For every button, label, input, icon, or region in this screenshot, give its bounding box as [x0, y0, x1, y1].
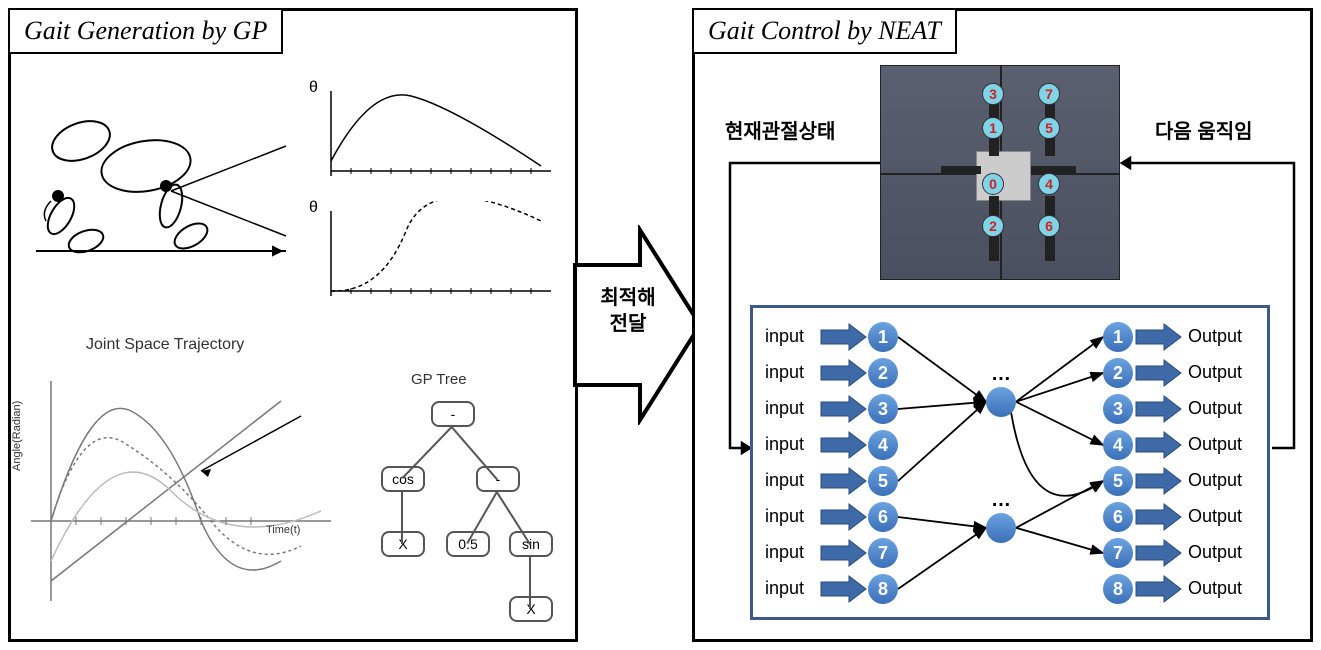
nn-output-node: 8 — [1103, 574, 1133, 604]
robot-joint: 5 — [1038, 117, 1060, 139]
nn-output-node: 2 — [1103, 358, 1133, 388]
feedback-right-label: 다음 움직임 — [1155, 115, 1253, 144]
output-label: Output — [1188, 470, 1242, 491]
dog-sketch — [26, 86, 296, 276]
robot-image: 3 1 0 2 7 5 4 6 — [880, 65, 1120, 280]
nn-dots: … — [991, 363, 1011, 386]
robot-joint: 0 — [982, 173, 1004, 195]
nn-input-node: 5 — [868, 466, 898, 496]
output-label: Output — [1188, 326, 1242, 347]
input-label: input — [765, 362, 804, 383]
output-label: Output — [1188, 434, 1242, 455]
input-label: input — [765, 542, 804, 563]
output-label: Output — [1188, 506, 1242, 527]
nn-output-node: 1 — [1103, 322, 1133, 352]
nn-output-node: 6 — [1103, 502, 1133, 532]
input-label: input — [765, 506, 804, 527]
nn-input-node: 2 — [868, 358, 898, 388]
robot-joint: 1 — [982, 117, 1004, 139]
center-arrow-label: 최적해 전달 — [588, 285, 668, 337]
nn-input-node: 6 — [868, 502, 898, 532]
gp-node: - — [431, 401, 475, 427]
input-label: input — [765, 398, 804, 419]
theta-plot-2 — [311, 201, 561, 311]
input-label: input — [765, 326, 804, 347]
feedback-left-label: 현재관절상태 — [725, 115, 835, 144]
robot-joint: 3 — [982, 83, 1004, 105]
input-label: input — [765, 434, 804, 455]
output-label: Output — [1188, 542, 1242, 563]
nn-dots: … — [991, 489, 1011, 512]
robot-joint: 7 — [1038, 83, 1060, 105]
axis-y: Angle(Radian) — [11, 371, 23, 471]
nn-output-node: 3 — [1103, 394, 1133, 424]
axis-x: Time(t) — [266, 524, 300, 536]
nn-input-node: 1 — [868, 322, 898, 352]
input-label: input — [765, 578, 804, 599]
nn-output-node: 4 — [1103, 430, 1133, 460]
gp-node: - — [476, 466, 520, 492]
nn-hidden-node — [986, 387, 1016, 417]
nn-output-node: 5 — [1103, 466, 1133, 496]
trajectory-plot — [21, 361, 351, 631]
arrow-label-1: 최적해 — [600, 287, 655, 309]
gp-node: sin — [509, 531, 553, 557]
nn-input-node: 8 — [868, 574, 898, 604]
robot-joint: 2 — [982, 215, 1004, 237]
input-label: input — [765, 470, 804, 491]
gp-node: X — [381, 531, 425, 557]
robot-joint: 4 — [1038, 173, 1060, 195]
gp-tree-label: GP Tree — [411, 371, 467, 388]
nn-output-node: 7 — [1103, 538, 1133, 568]
right-title: Gait Control by NEAT — [692, 8, 957, 54]
theta-plot-1 — [311, 81, 561, 191]
robot-joint: 6 — [1038, 215, 1060, 237]
theta-1: θ — [309, 79, 318, 97]
nn-hidden-node — [986, 513, 1016, 543]
nn-connections — [753, 308, 1267, 617]
nn-input-node: 7 — [868, 538, 898, 568]
output-label: Output — [1188, 578, 1242, 599]
theta-2: θ — [309, 199, 318, 217]
left-title: Gait Generation by GP — [8, 8, 283, 54]
nn-input-node: 4 — [868, 430, 898, 460]
output-label: Output — [1188, 398, 1242, 419]
left-panel: Gait Generation by GP θ — [8, 8, 578, 642]
traj-label: Joint Space Trajectory — [86, 336, 244, 354]
nn-input-node: 3 — [868, 394, 898, 424]
output-label: Output — [1188, 362, 1242, 383]
arrow-label-2: 전달 — [610, 313, 647, 335]
gp-node: X — [509, 596, 553, 622]
nn-box: input 1 1 Output input 2 2 Output input 3 3 Output i… — [750, 305, 1270, 620]
